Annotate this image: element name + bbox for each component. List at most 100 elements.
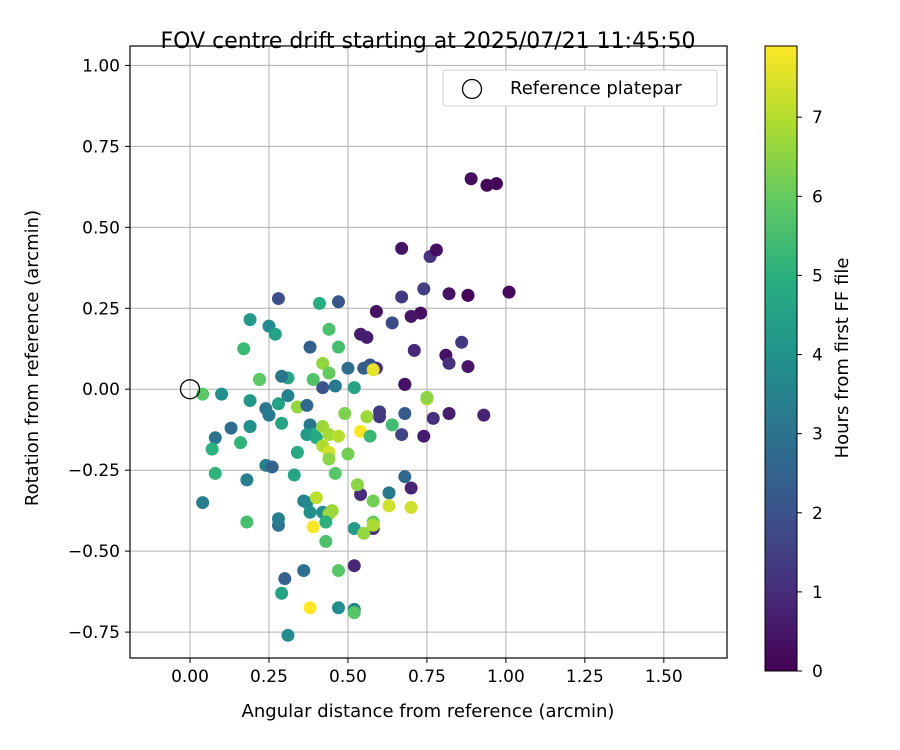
data-point xyxy=(407,343,421,357)
grid xyxy=(130,46,727,658)
data-point xyxy=(489,177,503,191)
x-axis-ticks: 0.00 0.25 0.50 0.75 1.00 1.25 1.50 xyxy=(171,658,683,687)
x-axis-label: Angular distance from reference (arcmin) xyxy=(242,701,615,722)
data-point xyxy=(208,466,222,480)
colorbar-tick-label: 0 xyxy=(812,662,823,682)
colorbar: 0 1 2 3 4 5 6 7 Hours from first FF file xyxy=(764,45,853,682)
y-axis-ticks: −0.75 −0.50 −0.25 0.00 0.25 0.50 0.75 1.00 xyxy=(68,56,130,643)
data-point xyxy=(404,481,418,495)
data-point xyxy=(331,429,345,443)
data-point xyxy=(442,356,456,370)
data-point xyxy=(303,505,317,519)
plot-frame xyxy=(129,45,728,659)
data-point xyxy=(322,366,336,380)
data-point xyxy=(461,360,475,374)
data-point xyxy=(464,172,478,186)
data-point xyxy=(461,288,475,302)
data-point xyxy=(369,305,383,319)
data-point xyxy=(331,340,345,354)
colorbar-ticks: 0 1 2 3 4 5 6 7 xyxy=(797,108,823,682)
data-point xyxy=(281,628,295,642)
data-point xyxy=(382,499,396,513)
data-point xyxy=(271,292,285,306)
x-tick-label: 0.00 xyxy=(171,667,209,687)
data-point xyxy=(366,518,380,532)
colorbar-tick-label: 5 xyxy=(812,266,823,286)
data-point xyxy=(357,526,371,540)
colorbar-tick-label: 6 xyxy=(812,187,823,207)
data-point xyxy=(243,394,257,408)
chart-title: FOV centre drift starting at 2025/07/21 … xyxy=(161,29,696,54)
data-point xyxy=(303,601,317,615)
colorbar-tick-label: 7 xyxy=(812,108,823,128)
data-point xyxy=(363,429,377,443)
data-point xyxy=(316,356,330,370)
data-point xyxy=(237,342,251,356)
data-point xyxy=(196,496,210,510)
data-point xyxy=(224,421,238,435)
data-point xyxy=(395,241,409,255)
data-point xyxy=(398,470,412,484)
data-point xyxy=(297,564,311,578)
data-point xyxy=(366,363,380,377)
y-tick-label: 0.25 xyxy=(82,299,120,319)
data-point xyxy=(417,282,431,296)
data-point xyxy=(442,287,456,301)
y-tick-label: −0.75 xyxy=(68,623,120,643)
data-point xyxy=(243,419,257,433)
data-point xyxy=(366,494,380,508)
data-point xyxy=(382,486,396,500)
data-point xyxy=(243,313,257,327)
data-point xyxy=(240,473,254,487)
data-point xyxy=(347,606,361,620)
legend-marker-icon xyxy=(461,78,483,100)
data-point xyxy=(271,397,285,411)
data-point xyxy=(275,416,289,430)
data-point xyxy=(319,515,333,529)
x-tick-label: 0.25 xyxy=(250,667,288,687)
legend-box xyxy=(442,69,718,107)
reference-marker-group xyxy=(179,379,201,400)
data-point xyxy=(341,447,355,461)
data-point xyxy=(395,428,409,442)
data-point xyxy=(360,330,374,344)
data-point xyxy=(208,431,222,445)
data-point xyxy=(306,373,320,387)
y-tick-label: −0.25 xyxy=(68,461,120,481)
data-point xyxy=(313,296,327,310)
data-point xyxy=(240,515,254,529)
data-point xyxy=(385,418,399,432)
data-point xyxy=(417,429,431,443)
data-point xyxy=(426,411,440,425)
data-point xyxy=(350,478,364,492)
data-point xyxy=(429,243,443,257)
data-point xyxy=(373,410,387,424)
data-point xyxy=(322,452,336,466)
data-point xyxy=(215,387,229,401)
data-point xyxy=(398,377,412,391)
data-point xyxy=(306,520,320,534)
data-point xyxy=(331,601,345,615)
x-tick-label: 1.25 xyxy=(566,667,604,687)
data-point xyxy=(331,295,345,309)
data-point xyxy=(290,445,304,459)
x-tick-label: 0.75 xyxy=(408,667,446,687)
data-point xyxy=(338,407,352,421)
colorbar-tick-label: 2 xyxy=(812,504,823,524)
colorbar-tick-label: 4 xyxy=(812,346,823,366)
y-tick-label: 0.00 xyxy=(82,380,120,400)
legend-label: Reference platepar xyxy=(510,78,682,99)
colorbar-label: Hours from first FF file xyxy=(832,258,853,459)
data-point xyxy=(303,340,317,354)
x-tick-label: 1.50 xyxy=(645,667,683,687)
data-point xyxy=(455,335,469,349)
data-point xyxy=(278,572,292,586)
data-point xyxy=(477,408,491,422)
data-point xyxy=(360,410,374,424)
data-point xyxy=(281,389,295,403)
data-point xyxy=(328,379,342,393)
data-point xyxy=(319,534,333,548)
data-point xyxy=(341,361,355,375)
y-tick-label: −0.50 xyxy=(68,542,120,562)
